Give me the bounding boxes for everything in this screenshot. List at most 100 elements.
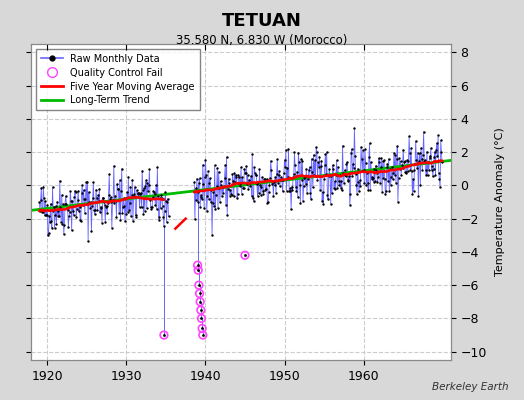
Point — [270, 182, 279, 189]
Point — [240, 166, 248, 173]
Point — [319, 201, 328, 208]
Point — [59, 200, 67, 207]
Point — [225, 180, 233, 186]
Point — [149, 188, 158, 194]
Point — [43, 232, 52, 239]
Point — [128, 177, 136, 183]
Point — [248, 151, 256, 158]
Point — [239, 185, 247, 191]
Point — [241, 252, 249, 258]
Point — [389, 170, 398, 176]
Point — [421, 157, 429, 163]
Point — [67, 198, 75, 204]
Point — [361, 146, 369, 152]
Point — [96, 204, 105, 210]
Point — [73, 206, 81, 212]
Point — [203, 208, 211, 214]
Point — [127, 213, 135, 219]
Point — [401, 168, 409, 175]
Point — [160, 332, 168, 338]
Point — [104, 200, 112, 207]
Point — [307, 196, 315, 202]
Point — [241, 252, 249, 258]
Point — [49, 208, 58, 214]
Point — [232, 174, 241, 180]
Point — [333, 185, 342, 191]
Point — [302, 166, 311, 172]
Point — [119, 195, 128, 201]
Point — [249, 195, 257, 201]
Point — [388, 164, 396, 170]
Point — [275, 168, 283, 174]
Point — [61, 192, 70, 199]
Point — [377, 155, 386, 161]
Point — [308, 156, 316, 162]
Point — [426, 155, 434, 161]
Point — [279, 177, 288, 183]
Point — [106, 195, 114, 202]
Point — [70, 193, 79, 200]
Point — [105, 171, 113, 178]
Point — [383, 161, 391, 168]
Point — [314, 159, 322, 166]
Point — [63, 204, 71, 211]
Point — [385, 188, 394, 194]
Point — [40, 212, 49, 218]
Point — [52, 203, 60, 209]
Point — [160, 332, 168, 338]
Point — [342, 161, 351, 167]
Point — [428, 163, 436, 170]
Point — [221, 162, 230, 168]
Point — [226, 192, 234, 199]
Point — [271, 174, 279, 180]
Point — [101, 202, 109, 208]
Point — [316, 186, 324, 193]
Point — [247, 172, 255, 179]
Point — [332, 157, 341, 164]
Point — [237, 164, 245, 170]
Point — [309, 152, 318, 158]
Point — [329, 162, 337, 168]
Point — [50, 204, 58, 210]
Point — [326, 201, 335, 207]
Point — [190, 179, 199, 185]
Point — [57, 218, 66, 225]
Point — [202, 172, 210, 178]
Point — [214, 168, 223, 175]
Point — [334, 178, 343, 184]
Point — [196, 298, 204, 305]
Point — [75, 204, 84, 210]
Point — [369, 179, 378, 185]
Point — [377, 164, 385, 170]
Point — [386, 165, 394, 172]
Point — [193, 262, 202, 268]
Point — [417, 144, 425, 151]
Point — [436, 137, 445, 144]
Point — [354, 179, 363, 185]
Point — [123, 189, 131, 196]
Point — [357, 144, 365, 150]
Point — [378, 189, 386, 195]
Point — [263, 200, 271, 206]
Point — [397, 172, 406, 178]
Point — [370, 178, 379, 184]
Point — [163, 198, 171, 205]
Point — [129, 218, 137, 224]
Point — [388, 176, 397, 183]
Point — [419, 152, 427, 158]
Point — [132, 212, 140, 219]
Point — [56, 178, 64, 184]
Point — [267, 166, 276, 173]
Point — [158, 202, 167, 209]
Point — [254, 179, 263, 186]
Point — [319, 189, 327, 196]
Point — [195, 290, 204, 297]
Point — [242, 170, 250, 176]
Point — [161, 189, 169, 196]
Point — [287, 206, 296, 213]
Point — [298, 157, 307, 164]
Point — [38, 209, 46, 216]
Point — [245, 183, 254, 189]
Point — [115, 210, 123, 216]
Point — [416, 150, 424, 156]
